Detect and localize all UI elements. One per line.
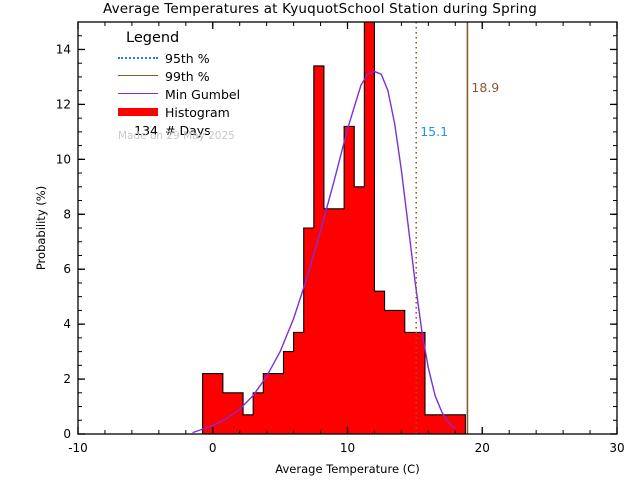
svg-text:Average Temperature (C): Average Temperature (C): [275, 462, 419, 476]
legend-item-label: 99th %: [165, 68, 210, 84]
days-count-value: 134: [134, 122, 158, 138]
svg-text:0: 0: [209, 441, 217, 455]
legend-item-days: 134 # Days: [118, 121, 240, 139]
svg-text:10: 10: [340, 441, 355, 455]
legend-item-99th: 99th %: [118, 67, 240, 85]
vline-label-p99: 18.9: [471, 79, 500, 95]
watermark: Made on 29 May 2025: [118, 130, 235, 142]
svg-text:8: 8: [63, 207, 71, 221]
svg-text:14: 14: [56, 42, 71, 56]
svg-text:0: 0: [63, 427, 71, 441]
svg-text:2: 2: [63, 372, 71, 386]
svg-text:30: 30: [609, 441, 624, 455]
svg-text:10: 10: [56, 152, 71, 166]
legend-item-label: 95th %: [165, 50, 210, 66]
solid-purple-line-icon: [118, 88, 158, 100]
legend-item-label: Histogram: [165, 104, 230, 120]
svg-text:Probability (%): Probability (%): [34, 186, 48, 270]
days-count-label: # Days: [165, 122, 211, 138]
page-title: Average Temperatures at KyuquotSchool St…: [102, 1, 538, 17]
legend-title: Legend: [126, 30, 180, 46]
vline-label-p95: 15.1: [420, 123, 449, 139]
dotted-blue-line-icon: [118, 52, 158, 64]
legend: Legend 95th % 99th % Min Gumbel Histogra…: [118, 30, 240, 139]
legend-item-histogram: Histogram: [118, 103, 240, 121]
svg-text:20: 20: [475, 441, 490, 455]
legend-item-label: Min Gumbel: [165, 86, 241, 102]
svg-text:4: 4: [63, 317, 71, 331]
svg-text:-10: -10: [68, 441, 88, 455]
svg-text:12: 12: [56, 97, 71, 111]
solid-brown-line-icon: [118, 70, 158, 82]
red-swatch-icon: [118, 106, 158, 118]
legend-item-95th: 95th %: [118, 49, 240, 67]
legend-item-min-gumbel: Min Gumbel: [118, 85, 240, 103]
svg-text:6: 6: [63, 262, 71, 276]
